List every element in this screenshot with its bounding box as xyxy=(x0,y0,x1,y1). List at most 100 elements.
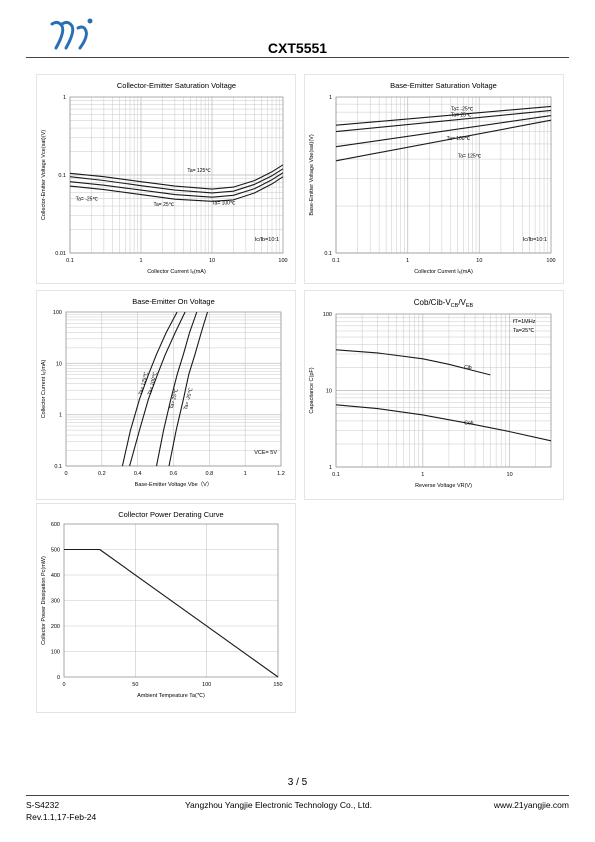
series-label: Ta= 125℃ xyxy=(187,168,211,174)
x-tick-label: 1.2 xyxy=(277,471,285,477)
x-axis-label: Base-Emitter Voltage Vbe（V） xyxy=(135,481,213,488)
x-axis-label: Ambient Tempeature Ta(℃) xyxy=(137,693,205,699)
title-divider xyxy=(26,57,569,58)
grid xyxy=(335,314,552,468)
y-tick-label: 500 xyxy=(51,548,60,554)
chart-vbeon: 0 0.2 0.4 0.6 0.8 1 1.2 0.1 1 10 100 Base-Emitter O… xyxy=(36,290,296,500)
x-tick-label: 100 xyxy=(546,258,555,264)
series-label: Ta= 25℃ xyxy=(451,112,472,118)
grid xyxy=(69,97,283,254)
plot-area xyxy=(69,96,284,254)
y-tick-label: 100 xyxy=(53,310,62,316)
y-axis-label: Collector Power Dissipation Pc(mW) xyxy=(41,556,47,645)
x-tick-label: 10 xyxy=(476,258,482,264)
y-tick-label: 100 xyxy=(323,312,332,318)
website: www.21yangjie.com xyxy=(493,800,569,810)
series-line-3 xyxy=(168,311,209,467)
y-tick-label: 0.1 xyxy=(54,464,62,470)
x-tick-label: 0.1 xyxy=(332,258,340,264)
y-axis-label: Collector-Emitter Voltage Vce(sat)(V) xyxy=(41,130,47,220)
series-line-2 xyxy=(155,311,198,467)
x-axis-label: Collector Current Iₑ(mA) xyxy=(147,269,206,275)
x-tick-label: 100 xyxy=(278,258,287,264)
series-label: Cob xyxy=(464,420,473,426)
series-label: Ta= 25℃ xyxy=(169,388,180,410)
chart-frame xyxy=(36,74,296,284)
x-axis-label: Collector Current Iₑ(mA) xyxy=(414,269,473,275)
series-line-1 xyxy=(335,404,552,442)
series-label: Cib xyxy=(464,365,472,371)
series-line-2 xyxy=(335,115,552,148)
note-label: Ta=25℃ xyxy=(513,328,535,334)
chart-frame xyxy=(36,290,296,500)
x-tick-label: 0 xyxy=(62,682,65,688)
chart-title: Base-Emitter Saturation Voltage xyxy=(390,81,497,90)
series-line-1 xyxy=(335,109,552,133)
x-tick-label: 0.1 xyxy=(332,472,340,478)
series-line-1 xyxy=(69,168,284,194)
x-axis-label: Reverse Voltage VR(V) xyxy=(415,483,472,489)
series-line-0 xyxy=(335,105,552,126)
x-tick-label: 10 xyxy=(507,472,513,478)
page-number: 3 / 5 xyxy=(287,777,308,788)
chart-title: Collector-Emitter Saturation Voltage xyxy=(117,81,236,90)
x-tick-label: 0.2 xyxy=(98,471,106,477)
chart-power-derating: 0 50 100 150 0 100 200 300 400 500 600 Collector Po… xyxy=(36,503,296,713)
plot-area xyxy=(335,96,552,254)
series-line-3 xyxy=(335,119,552,162)
chart-svg: 0 0.2 0.4 0.6 0.8 1 1.2 0.1 1 10 100 Base-Emitter O… xyxy=(36,290,296,500)
series-label: Ta= -25℃ xyxy=(451,106,474,112)
y-tick-label: 1 xyxy=(63,95,66,101)
series-line-0 xyxy=(69,164,284,190)
x-tick-label: 1 xyxy=(139,258,142,264)
condition-label: Ic/Ib=10:1 xyxy=(523,237,547,243)
chart-title: Base-Emitter On Voltage xyxy=(132,297,215,306)
y-tick-label: 1 xyxy=(59,413,62,419)
series-label: Ta= 25℃ xyxy=(154,202,175,208)
x-tick-label: 1 xyxy=(244,471,247,477)
series-line-0 xyxy=(64,548,279,678)
chart-frame xyxy=(304,74,564,284)
y-tick-label: 10 xyxy=(56,361,62,367)
x-tick-label: 0.1 xyxy=(66,258,74,264)
note-label: fT=1MHz xyxy=(513,319,536,325)
y-tick-label: 0.1 xyxy=(58,173,66,179)
series-label: Ta= 100℃ xyxy=(212,200,236,206)
x-tick-label: 0.4 xyxy=(134,471,142,477)
y-tick-label: 10 xyxy=(326,389,332,395)
series-label: Ta= 100℃ xyxy=(147,371,159,396)
y-tick-label: 400 xyxy=(51,573,60,579)
plot-area xyxy=(65,311,282,467)
company-name: Yangzhou Yangjie Electronic Technology C… xyxy=(185,800,372,810)
series-label: Ta= 125℃ xyxy=(458,153,482,159)
chart-title: Collector Power Derating Curve xyxy=(118,510,223,519)
series-line-0 xyxy=(335,349,491,376)
x-tick-label: 100 xyxy=(202,682,211,688)
chart-title: Cob/Cib-VCB/VEB xyxy=(414,298,474,309)
x-tick-label: 1 xyxy=(421,472,424,478)
y-axis-label: Base-Emitter Voltage Vbe(sat)(V) xyxy=(309,134,315,215)
series-line-3 xyxy=(69,176,284,202)
y-tick-label: 200 xyxy=(51,624,60,630)
chart-svg: 0.1 1 10 100 0.1 1 Base-Emitter Saturation Vol… xyxy=(304,74,564,284)
condition-label: Ic/Ib=10:1 xyxy=(255,237,279,243)
chart-vbesat: 0.1 1 10 100 0.1 1 Base-Emitter Saturation Vol… xyxy=(304,74,564,284)
y-axis-label: Capacitance C(pF) xyxy=(309,367,315,413)
series-line-2 xyxy=(69,172,284,198)
y-tick-label: 300 xyxy=(51,599,60,605)
y-tick-label: 0.01 xyxy=(55,251,66,257)
y-tick-label: 600 xyxy=(51,522,60,528)
series-label: Ta= 100℃ xyxy=(447,136,471,142)
chart-frame xyxy=(36,503,296,713)
document-title: CXT5551 xyxy=(267,40,328,56)
chart-svg: 0 50 100 150 0 100 200 300 400 500 600 Collector Po… xyxy=(36,503,296,713)
plot-area xyxy=(335,313,552,468)
chart-vcesat: 0.1 1 10 100 0.01 0.1 1 Collector-Emitter Satur… xyxy=(36,74,296,284)
series-label: Ta= -25℃ xyxy=(183,387,195,411)
chart-frame xyxy=(304,290,564,500)
footer-divider xyxy=(26,795,569,796)
series-line-0 xyxy=(121,311,178,467)
y-tick-label: 0 xyxy=(57,675,60,681)
x-tick-label: 0 xyxy=(64,471,67,477)
